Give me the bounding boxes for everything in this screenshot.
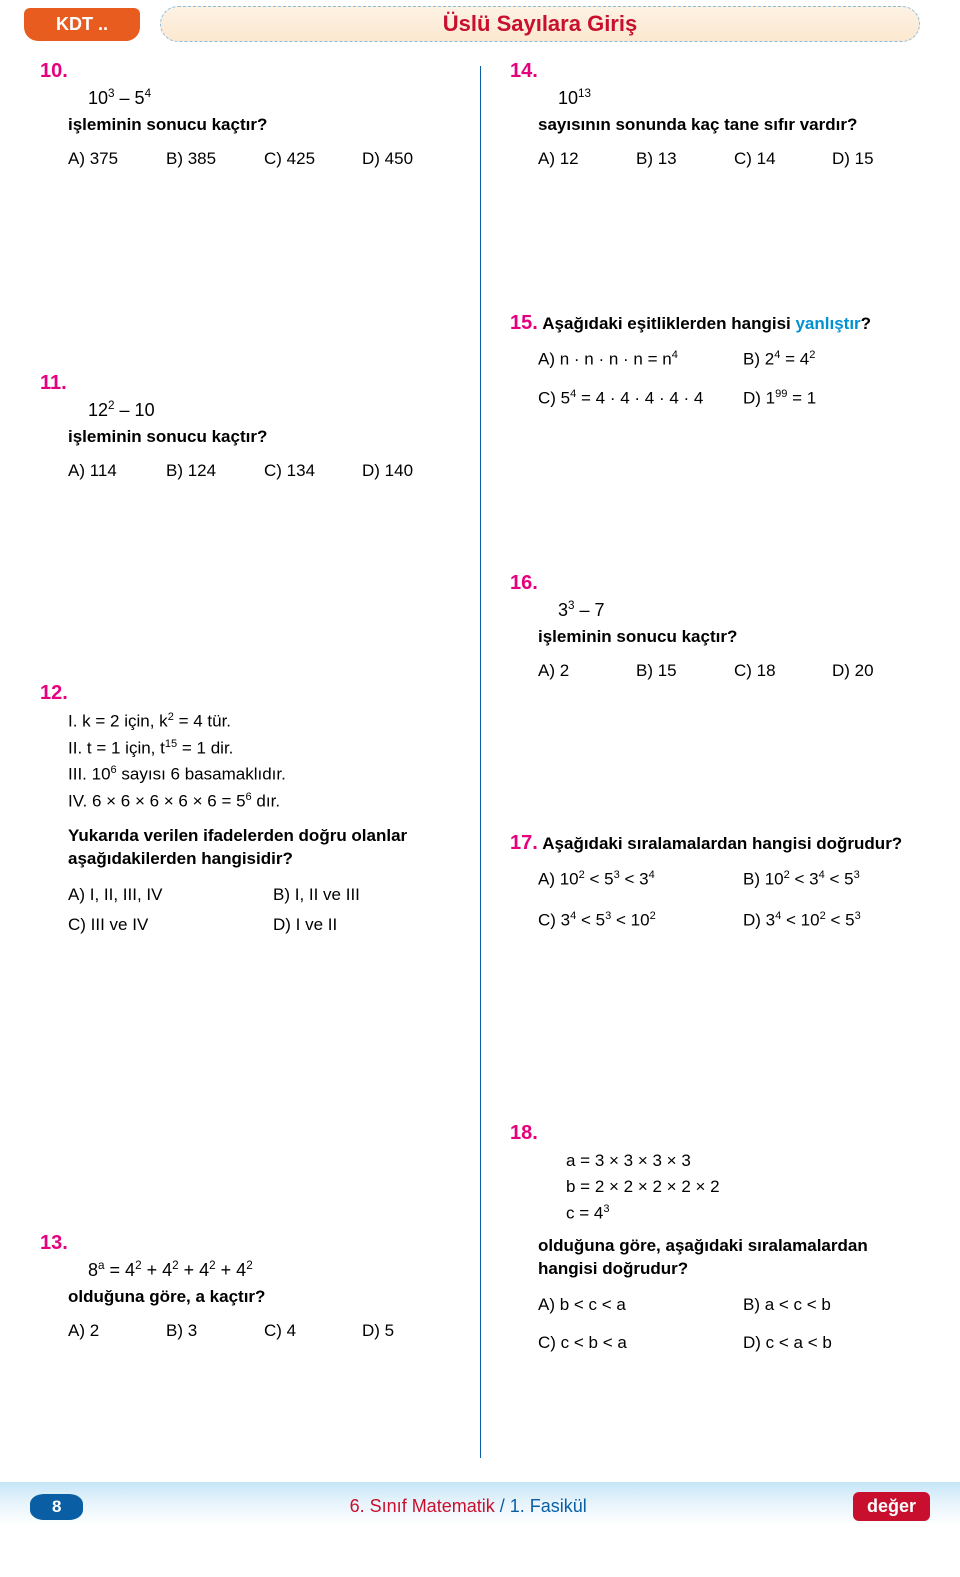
q13-optC[interactable]: C) 4 bbox=[264, 1321, 362, 1341]
q16-expression: 33 – 7 bbox=[510, 599, 930, 621]
q14-number: 14. bbox=[510, 60, 930, 83]
q13-prompt: olduğuna göre, a kaçtır? bbox=[40, 1287, 460, 1307]
q13-expression: 8a = 42 + 42 + 42 + 42 bbox=[40, 1259, 460, 1281]
q14-optB[interactable]: B) 13 bbox=[636, 149, 734, 169]
q10-optA[interactable]: A) 375 bbox=[68, 149, 166, 169]
q12-optD[interactable]: D) I ve II bbox=[273, 915, 460, 935]
q12-optC[interactable]: C) III ve IV bbox=[68, 915, 255, 935]
q11-optD[interactable]: D) 140 bbox=[362, 461, 460, 481]
q16-optA[interactable]: A) 2 bbox=[538, 661, 636, 681]
footer-title: 6. Sınıf Matematik / 1. Fasikül bbox=[350, 1496, 587, 1517]
q12-statements: I. k = 2 için, k2 = 4 tür. II. t = 1 içi… bbox=[40, 711, 460, 812]
q11-number: 11. bbox=[40, 372, 460, 395]
q12-number: 12. bbox=[40, 682, 460, 705]
q17-heading: 17. Aşağıdaki sıralamalardan hangisi doğ… bbox=[510, 832, 930, 855]
q14-prompt: sayısının sonunda kaç tane sıfır vardır? bbox=[510, 115, 930, 135]
column-divider bbox=[480, 66, 481, 1458]
q12-prompt: Yukarıda verilen ifadelerden doğru olanl… bbox=[40, 824, 460, 872]
q10-options: A) 375 B) 385 C) 425 D) 450 bbox=[40, 149, 460, 169]
q11-optB[interactable]: B) 124 bbox=[166, 461, 264, 481]
q18-number: 18. bbox=[510, 1122, 930, 1145]
q15-optC[interactable]: C) 54 = 4 · 4 · 4 · 4 · 4 bbox=[538, 388, 725, 409]
q16-prompt: işleminin sonucu kaçtır? bbox=[510, 627, 930, 647]
q11-prompt: işleminin sonucu kaçtır? bbox=[40, 427, 460, 447]
q10-optB[interactable]: B) 385 bbox=[166, 149, 264, 169]
q13-optB[interactable]: B) 3 bbox=[166, 1321, 264, 1341]
q14-optD[interactable]: D) 15 bbox=[832, 149, 930, 169]
kdt-badge: KDT .. bbox=[24, 8, 140, 41]
q12-options: A) I, II, III, IV B) I, II ve III C) III… bbox=[40, 885, 460, 935]
q12-optB[interactable]: B) I, II ve III bbox=[273, 885, 460, 905]
q10-optD[interactable]: D) 450 bbox=[362, 149, 460, 169]
q14-expression: 1013 bbox=[510, 87, 930, 109]
q13-options: A) 2 B) 3 C) 4 D) 5 bbox=[40, 1321, 460, 1341]
q14-optC[interactable]: C) 14 bbox=[734, 149, 832, 169]
q11-optA[interactable]: A) 114 bbox=[68, 461, 166, 481]
q11-optC[interactable]: C) 134 bbox=[264, 461, 362, 481]
q10-optC[interactable]: C) 425 bbox=[264, 149, 362, 169]
q17-optC[interactable]: C) 34 < 53 < 102 bbox=[538, 910, 725, 931]
q15-optD[interactable]: D) 199 = 1 bbox=[743, 388, 930, 409]
q13-optA[interactable]: A) 2 bbox=[68, 1321, 166, 1341]
q18-options: A) b < c < a B) a < c < b C) c < b < a D… bbox=[510, 1295, 930, 1353]
q18-optC[interactable]: C) c < b < a bbox=[538, 1333, 725, 1353]
q12-optA[interactable]: A) I, II, III, IV bbox=[68, 885, 255, 905]
q18-optD[interactable]: D) c < a < b bbox=[743, 1333, 930, 1353]
q16-optD[interactable]: D) 20 bbox=[832, 661, 930, 681]
q17-optD[interactable]: D) 34 < 102 < 53 bbox=[743, 910, 930, 931]
q15-options: A) n · n · n · n = n4 B) 24 = 42 C) 54 =… bbox=[510, 349, 930, 408]
q10-expression: 103 – 54 bbox=[40, 87, 460, 109]
page-number: 8 bbox=[30, 1494, 83, 1520]
q17-optA[interactable]: A) 102 < 53 < 34 bbox=[538, 869, 725, 890]
q16-optB[interactable]: B) 15 bbox=[636, 661, 734, 681]
q10-number: 10. bbox=[40, 60, 460, 83]
brand-logo: değer bbox=[853, 1492, 930, 1521]
q15-heading: 15. Aşağıdaki eşitliklerden hangisi yanl… bbox=[510, 312, 930, 335]
q14-optA[interactable]: A) 12 bbox=[538, 149, 636, 169]
topic-title: Üslü Sayılara Giriş bbox=[160, 6, 920, 42]
q11-expression: 122 – 10 bbox=[40, 399, 460, 421]
q16-optC[interactable]: C) 18 bbox=[734, 661, 832, 681]
q18-optA[interactable]: A) b < c < a bbox=[538, 1295, 725, 1315]
q17-options: A) 102 < 53 < 34 B) 102 < 34 < 53 C) 34 … bbox=[510, 869, 930, 930]
q11-options: A) 114 B) 124 C) 134 D) 140 bbox=[40, 461, 460, 481]
q10-prompt: işleminin sonucu kaçtır? bbox=[40, 115, 460, 135]
q16-number: 16. bbox=[510, 572, 930, 595]
q17-optB[interactable]: B) 102 < 34 < 53 bbox=[743, 869, 930, 890]
q18-givens: a = 3 × 3 × 3 × 3 b = 2 × 2 × 2 × 2 × 2 … bbox=[510, 1151, 930, 1224]
q15-optB[interactable]: B) 24 = 42 bbox=[743, 349, 930, 370]
q13-number: 13. bbox=[40, 1232, 460, 1255]
q14-options: A) 12 B) 13 C) 14 D) 15 bbox=[510, 149, 930, 169]
q18-optB[interactable]: B) a < c < b bbox=[743, 1295, 930, 1315]
q18-prompt: olduğuna göre, aşağıdaki sıralamalardan … bbox=[510, 1234, 930, 1282]
q16-options: A) 2 B) 15 C) 18 D) 20 bbox=[510, 661, 930, 681]
q13-optD[interactable]: D) 5 bbox=[362, 1321, 460, 1341]
q15-optA[interactable]: A) n · n · n · n = n4 bbox=[538, 349, 725, 370]
